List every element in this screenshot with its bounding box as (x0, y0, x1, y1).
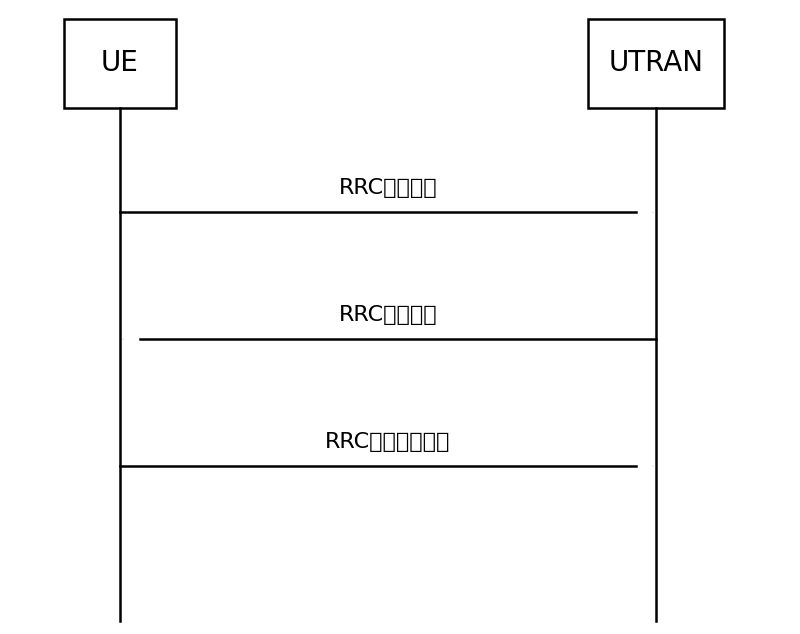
Bar (64, 19, 176, 108)
Text: RRC连接建立: RRC连接建立 (338, 305, 438, 325)
Text: RRC连接建立完成: RRC连接建立完成 (326, 432, 450, 452)
Bar (588, 19, 724, 108)
Text: UE: UE (101, 49, 139, 77)
Text: RRC连接请求: RRC连接请求 (338, 178, 438, 198)
Text: UTRAN: UTRAN (609, 49, 703, 77)
